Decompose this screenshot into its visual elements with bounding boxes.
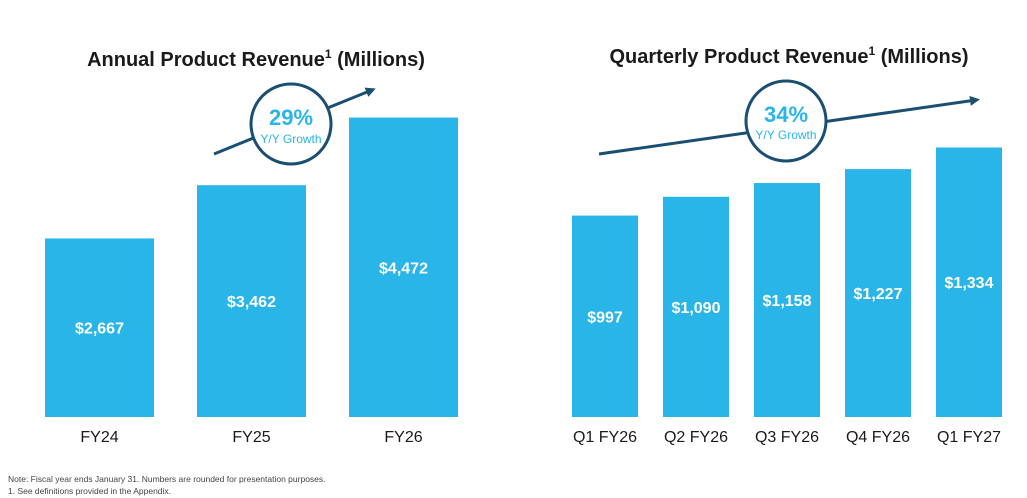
quarterly-growth-percent: 34% [764, 102, 808, 127]
annual-category-label-1: FY25 [232, 429, 270, 446]
quarterly-growth-label: Y/Y Growth [755, 128, 816, 142]
quarterly-bar-2 [754, 183, 820, 417]
annual-category-label-0: FY24 [80, 429, 118, 446]
annual-value-label-1: $3,462 [227, 294, 276, 311]
footnotes: Note: Fiscal year ends January 31. Numbe… [8, 473, 326, 497]
quarterly-growth-circle [744, 79, 828, 163]
quarterly-bar-1 [663, 196, 729, 417]
annual-category-label-2: FY26 [384, 429, 422, 446]
quarterly-chart-title: Quarterly Product Revenue1 (Millions) [610, 44, 969, 68]
quarterly-value-label-4: $1,334 [945, 275, 994, 292]
annual-bars: $2,667 FY24 $3,462 FY25 $4,472 FY26 [45, 117, 458, 446]
annual-growth-label: Y/Y Growth [260, 132, 321, 146]
quarterly-category-label-3: Q4 FY26 [846, 429, 910, 446]
annual-growth-circle [249, 82, 333, 166]
quarterly-category-label-1: Q2 FY26 [664, 429, 728, 446]
footnote-definitions: 1. See definitions provided in the Appen… [8, 486, 172, 496]
annual-chart-title: Annual Product Revenue1 (Millions) [87, 47, 425, 71]
annual-bar-2 [349, 117, 458, 417]
annual-value-label-2: $4,472 [379, 260, 428, 277]
quarterly-category-label-2: Q3 FY26 [755, 429, 819, 446]
quarterly-value-label-3: $1,227 [854, 286, 903, 303]
footnote-note: Note: Fiscal year ends January 31. Numbe… [8, 474, 326, 484]
quarterly-bar-4 [936, 147, 1002, 417]
annual-value-label-0: $2,667 [75, 321, 124, 338]
quarterly-bar-0 [572, 215, 638, 417]
quarterly-bars: $997 Q1 FY26 $1,090 Q2 FY26 $1,158 Q3 FY26 $1,… [572, 147, 1002, 446]
quarterly-category-label-0: Q1 FY26 [573, 429, 637, 446]
annual-growth-percent: 29% [269, 105, 313, 130]
revenue-charts: Annual Product Revenue1 (Millions) Quart… [45, 44, 1002, 446]
quarterly-category-label-4: Q1 FY27 [937, 429, 1001, 446]
quarterly-value-label-0: $997 [587, 309, 623, 326]
quarterly-value-label-2: $1,158 [763, 293, 812, 310]
annual-bar-1 [197, 185, 306, 417]
quarterly-bar-3 [845, 169, 911, 417]
annual-bar-0 [45, 238, 154, 417]
quarterly-value-label-1: $1,090 [672, 300, 721, 317]
